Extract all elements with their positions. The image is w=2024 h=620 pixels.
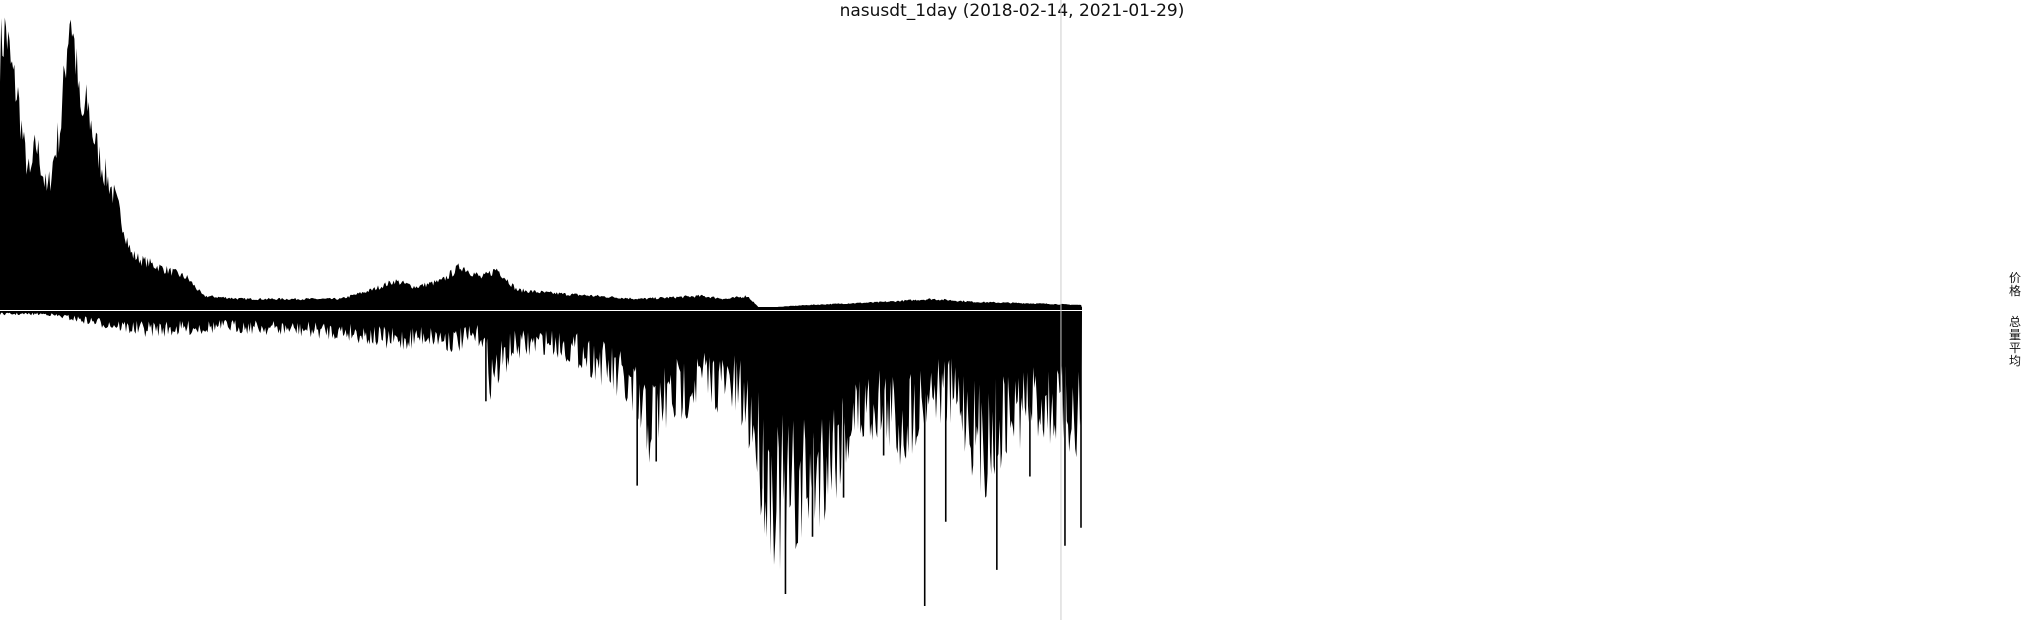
volume-axis-label: 总量平均	[2008, 315, 2021, 368]
price-axis-label: 价格	[2008, 271, 2021, 298]
volume-panel	[0, 311, 1082, 606]
series-area-price	[0, 17, 1082, 308]
series-area-volume	[0, 311, 1082, 570]
price-panel	[0, 17, 1082, 310]
chart-title: nasusdt_1day (2018-02-14, 2021-01-29)	[839, 1, 1185, 21]
panel-baseline	[0, 307, 1082, 310]
